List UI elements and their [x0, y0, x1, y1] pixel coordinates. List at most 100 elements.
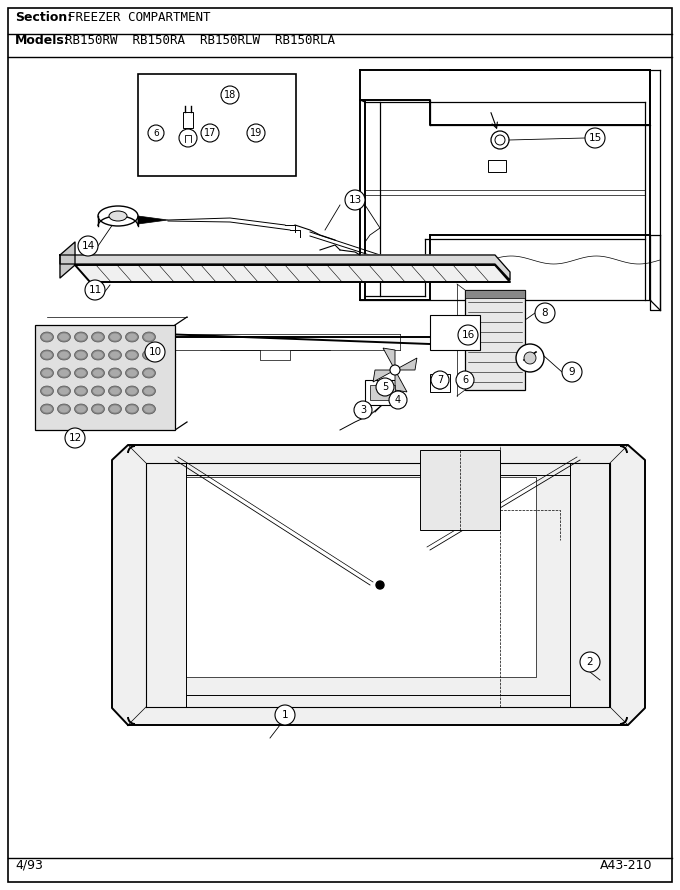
Polygon shape	[75, 265, 510, 282]
Ellipse shape	[59, 352, 69, 359]
Circle shape	[431, 371, 449, 389]
Text: 10: 10	[148, 347, 162, 357]
Text: 6: 6	[153, 128, 159, 137]
Ellipse shape	[58, 350, 71, 360]
Circle shape	[78, 236, 98, 256]
Ellipse shape	[41, 332, 54, 342]
Ellipse shape	[41, 386, 54, 396]
Ellipse shape	[42, 387, 52, 394]
Text: 16: 16	[461, 330, 475, 340]
Ellipse shape	[76, 334, 86, 341]
Ellipse shape	[42, 352, 52, 359]
Ellipse shape	[92, 368, 105, 378]
Circle shape	[456, 371, 474, 389]
Text: 7: 7	[437, 375, 443, 385]
Text: Models:: Models:	[15, 34, 70, 47]
Ellipse shape	[93, 369, 103, 376]
Ellipse shape	[127, 369, 137, 376]
Text: Section:: Section:	[15, 11, 72, 24]
Circle shape	[535, 303, 555, 323]
Circle shape	[495, 135, 505, 145]
Ellipse shape	[110, 352, 120, 359]
Circle shape	[585, 128, 605, 148]
Ellipse shape	[59, 406, 69, 412]
Circle shape	[247, 124, 265, 142]
Ellipse shape	[143, 404, 156, 414]
Ellipse shape	[110, 369, 120, 376]
Polygon shape	[60, 242, 75, 278]
Ellipse shape	[42, 369, 52, 376]
Bar	[430, 315, 480, 350]
Ellipse shape	[42, 334, 52, 341]
Circle shape	[85, 280, 105, 300]
Ellipse shape	[92, 386, 105, 396]
Ellipse shape	[109, 332, 122, 342]
Ellipse shape	[75, 368, 88, 378]
Polygon shape	[395, 370, 407, 392]
Ellipse shape	[144, 406, 154, 412]
Ellipse shape	[58, 386, 71, 396]
Text: 6: 6	[462, 375, 468, 385]
Circle shape	[275, 705, 295, 725]
Bar	[420, 450, 500, 530]
Polygon shape	[60, 255, 510, 280]
Ellipse shape	[75, 350, 88, 360]
Ellipse shape	[75, 404, 88, 414]
Ellipse shape	[109, 404, 122, 414]
Ellipse shape	[143, 332, 156, 342]
Ellipse shape	[110, 387, 120, 394]
Bar	[186, 477, 536, 677]
Circle shape	[354, 401, 372, 419]
Ellipse shape	[109, 350, 122, 360]
Ellipse shape	[76, 369, 86, 376]
Ellipse shape	[109, 368, 122, 378]
Ellipse shape	[75, 386, 88, 396]
Ellipse shape	[59, 387, 69, 394]
Ellipse shape	[127, 406, 137, 412]
Ellipse shape	[127, 352, 137, 359]
Ellipse shape	[58, 404, 71, 414]
Bar	[35, 325, 175, 430]
Text: 1: 1	[282, 710, 288, 720]
Ellipse shape	[41, 404, 54, 414]
Ellipse shape	[58, 332, 71, 342]
Polygon shape	[55, 330, 510, 355]
Ellipse shape	[126, 386, 139, 396]
Ellipse shape	[110, 406, 120, 412]
Polygon shape	[395, 358, 417, 370]
Text: 3: 3	[360, 405, 366, 415]
Circle shape	[65, 428, 85, 448]
Ellipse shape	[98, 206, 138, 226]
Ellipse shape	[75, 332, 88, 342]
Bar	[183, 112, 193, 128]
Bar	[465, 290, 525, 390]
Ellipse shape	[126, 350, 139, 360]
Polygon shape	[112, 445, 645, 725]
Ellipse shape	[59, 369, 69, 376]
Bar	[138, 74, 296, 176]
Circle shape	[221, 86, 239, 104]
Circle shape	[148, 125, 164, 141]
Bar	[488, 160, 506, 172]
Circle shape	[580, 652, 600, 672]
Ellipse shape	[143, 350, 156, 360]
Bar	[370, 385, 395, 400]
Circle shape	[562, 362, 582, 382]
Ellipse shape	[76, 406, 86, 412]
Polygon shape	[383, 348, 395, 370]
Ellipse shape	[76, 387, 86, 394]
Text: 4/93: 4/93	[15, 859, 43, 872]
Text: 12: 12	[69, 433, 82, 443]
Ellipse shape	[109, 211, 127, 221]
Text: 14: 14	[82, 241, 95, 251]
Ellipse shape	[93, 334, 103, 341]
Text: 4: 4	[395, 395, 401, 405]
Circle shape	[389, 391, 407, 409]
Text: 8: 8	[542, 308, 548, 318]
Bar	[465, 290, 525, 298]
Ellipse shape	[110, 334, 120, 341]
Text: 9: 9	[568, 367, 575, 377]
Ellipse shape	[93, 406, 103, 412]
Polygon shape	[138, 216, 168, 224]
Ellipse shape	[41, 368, 54, 378]
